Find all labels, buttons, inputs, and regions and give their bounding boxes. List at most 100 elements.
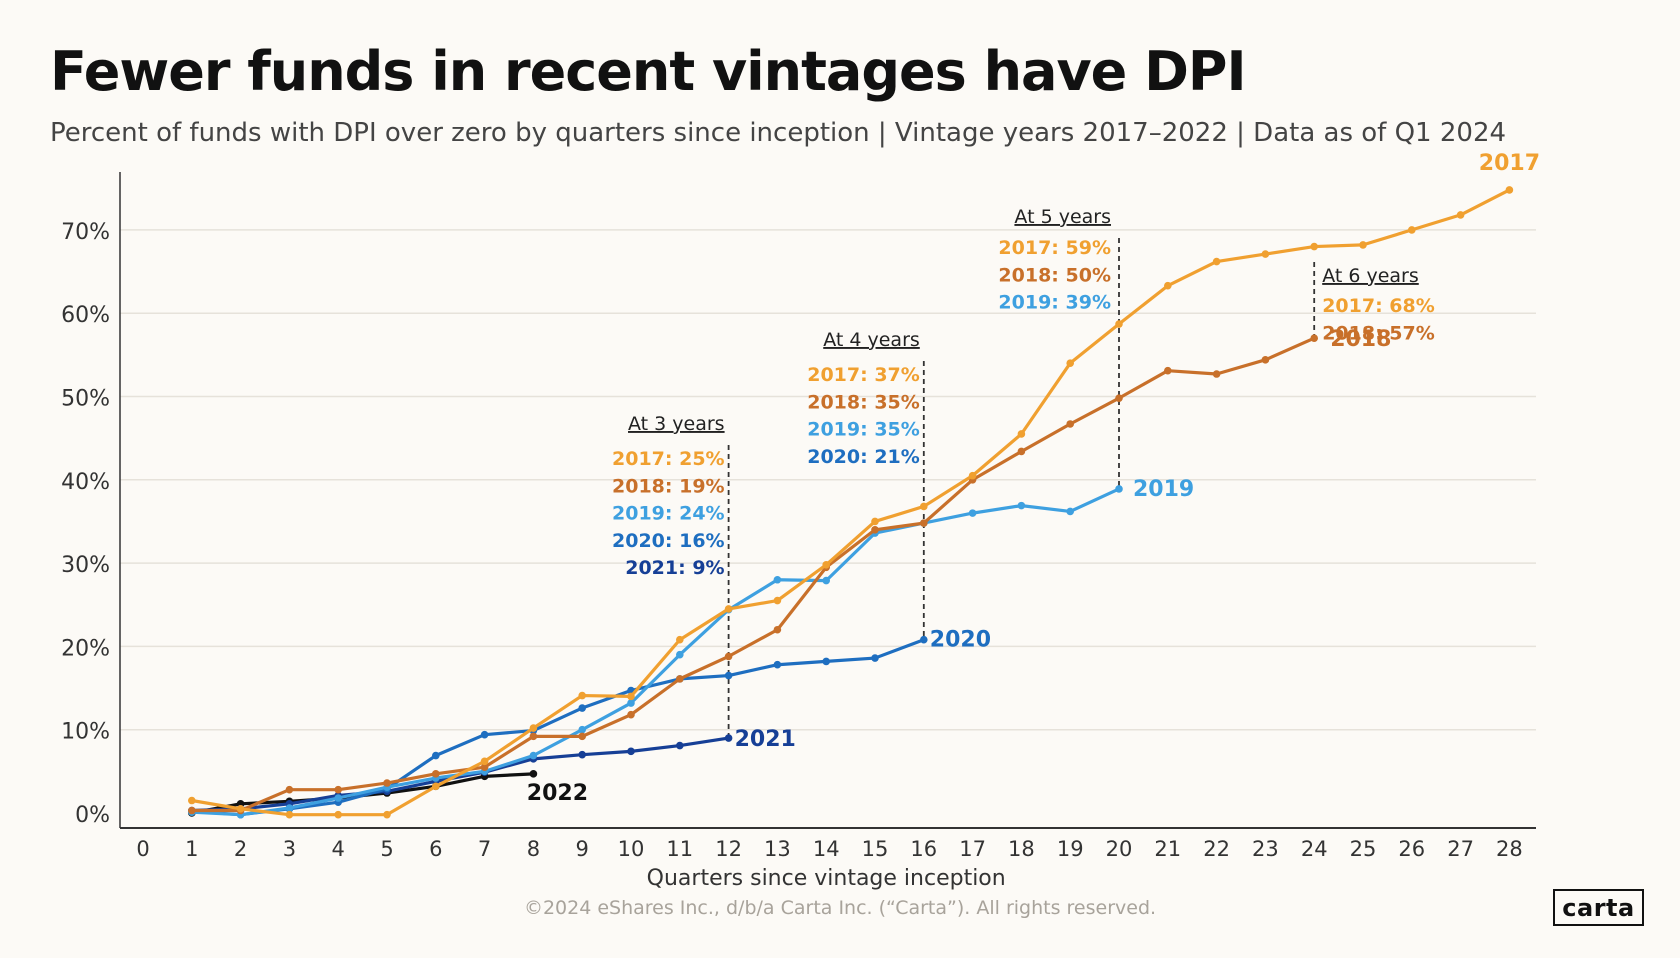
annotation-value: 2019: 35% xyxy=(807,419,920,441)
data-point-2019 xyxy=(529,751,538,760)
x-tick-label: 10 xyxy=(618,837,645,861)
data-point-2017 xyxy=(871,517,879,526)
x-tick-label: 23 xyxy=(1252,837,1279,861)
data-point-2017 xyxy=(1408,226,1416,234)
y-tick-label: 0% xyxy=(75,803,110,828)
x-tick-label: 15 xyxy=(862,837,889,861)
y-tick-label: 10% xyxy=(61,720,110,745)
data-point-2018 xyxy=(1066,420,1074,428)
annotation-value: 2019: 39% xyxy=(998,292,1111,314)
dpi-line-chart: 0%10%20%30%40%50%60%70%0 1 2 3 4 5 6 7 8 9 10 11 12 1… xyxy=(61,151,1540,891)
x-tick-label: 19 xyxy=(1057,837,1084,861)
x-tick-label: 12 xyxy=(715,837,742,861)
annotation-value: 2018: 35% xyxy=(807,391,920,413)
series-end-labels: 2022 2021 2020 2019 2018 2017 xyxy=(527,151,1540,806)
data-point-2018 xyxy=(1115,394,1123,402)
x-tick-label: 4 xyxy=(332,837,345,861)
data-point-2017 xyxy=(724,605,733,613)
annotation-value: 2021: 9% xyxy=(625,557,724,579)
x-tick-label: 28 xyxy=(1496,837,1523,861)
data-point-2018 xyxy=(724,652,733,661)
data-point-2017 xyxy=(627,692,635,701)
x-tick-label: 16 xyxy=(910,837,937,861)
data-point-2018 xyxy=(334,785,343,794)
annotation-value: 2018: 57% xyxy=(1322,322,1435,344)
carta-logo: carta xyxy=(1553,889,1644,926)
x-tick-label: 6 xyxy=(429,837,442,861)
data-point-2019 xyxy=(285,804,294,812)
y-tick-label: 40% xyxy=(61,470,110,495)
x-axis-title: Quarters since vintage inception xyxy=(647,866,1006,891)
x-tick-label: 1 xyxy=(185,837,198,861)
series-lines xyxy=(188,186,1514,819)
x-tick-label: 5 xyxy=(380,837,393,861)
data-point-2018 xyxy=(627,710,635,719)
y-tick-label: 70% xyxy=(61,220,110,245)
data-point-2022 xyxy=(529,770,538,778)
x-tick-label: 18 xyxy=(1008,837,1035,861)
data-point-2017 xyxy=(676,635,684,644)
x-tick-label: 8 xyxy=(527,837,540,861)
y-tick-label: 50% xyxy=(61,387,110,412)
data-point-2017 xyxy=(1505,186,1514,194)
data-point-2017 xyxy=(480,757,489,766)
series-end-label-2022: 2022 xyxy=(527,781,588,806)
data-point-2020 xyxy=(773,660,782,669)
data-point-2017 xyxy=(334,810,343,819)
data-point-2019 xyxy=(1115,485,1123,493)
annotation-value: 2017: 59% xyxy=(998,237,1111,259)
data-point-2018 xyxy=(920,519,928,527)
data-point-2020 xyxy=(822,657,830,666)
annotation-value: 2017: 25% xyxy=(612,448,725,470)
x-tick-label: 3 xyxy=(283,837,296,861)
y-tick-label: 20% xyxy=(61,636,110,661)
annotation-value: 2017: 68% xyxy=(1322,295,1435,317)
data-point-2017 xyxy=(432,782,440,791)
axes: 0%10%20%30%40%50%60%70%0 1 2 3 4 5 6 7 8 9 10 11 12 1… xyxy=(61,172,1536,891)
x-tick-label: 20 xyxy=(1106,837,1133,861)
y-tick-label: 30% xyxy=(61,553,110,578)
annotation-title: At 5 years xyxy=(1014,206,1111,228)
data-point-2018 xyxy=(432,770,440,778)
series-end-label-2019: 2019 xyxy=(1133,477,1194,502)
x-tick-label: 9 xyxy=(576,837,589,861)
data-point-2017 xyxy=(1164,281,1172,290)
data-point-2018 xyxy=(285,785,294,794)
data-point-2017 xyxy=(529,724,538,732)
series-end-label-2017: 2017 xyxy=(1479,151,1540,176)
data-point-2017 xyxy=(773,596,782,605)
data-point-2017 xyxy=(236,805,245,813)
data-point-2017 xyxy=(1359,241,1367,249)
annotation-value: 2018: 19% xyxy=(612,475,725,497)
x-tick-label: 26 xyxy=(1398,837,1425,861)
x-tick-label: 21 xyxy=(1154,837,1181,861)
x-tick-label: 11 xyxy=(666,837,693,861)
data-point-2018 xyxy=(578,732,586,741)
annotation-value: 2017: 37% xyxy=(807,364,920,386)
data-point-2019 xyxy=(773,575,782,584)
data-point-2020 xyxy=(480,730,489,739)
data-point-2018 xyxy=(383,779,391,787)
data-point-2017 xyxy=(822,560,830,569)
data-point-2021 xyxy=(724,734,733,742)
data-point-2019 xyxy=(968,509,977,517)
y-tick-label: 60% xyxy=(61,303,110,328)
data-point-2018 xyxy=(1212,370,1221,378)
x-tick-label: 7 xyxy=(478,837,491,861)
annotation-value: 2018: 50% xyxy=(998,264,1111,286)
copyright-footer: ©2024 eShares Inc., d/b/a Carta Inc. (“C… xyxy=(523,897,1157,919)
data-point-2019 xyxy=(578,725,586,734)
data-point-2020 xyxy=(920,635,928,644)
data-point-2017 xyxy=(285,810,294,819)
x-tick-label: 25 xyxy=(1350,837,1377,861)
data-point-2017 xyxy=(1456,211,1465,219)
data-point-2019 xyxy=(1017,501,1026,510)
data-point-2019 xyxy=(627,699,635,707)
data-point-2019 xyxy=(822,576,830,585)
data-point-2017 xyxy=(1066,359,1074,367)
data-point-2021 xyxy=(676,741,684,750)
x-tick-label: 17 xyxy=(959,837,986,861)
data-point-2018 xyxy=(1017,447,1026,456)
data-point-2017 xyxy=(1310,242,1318,251)
annotation-title: At 6 years xyxy=(1322,265,1419,287)
